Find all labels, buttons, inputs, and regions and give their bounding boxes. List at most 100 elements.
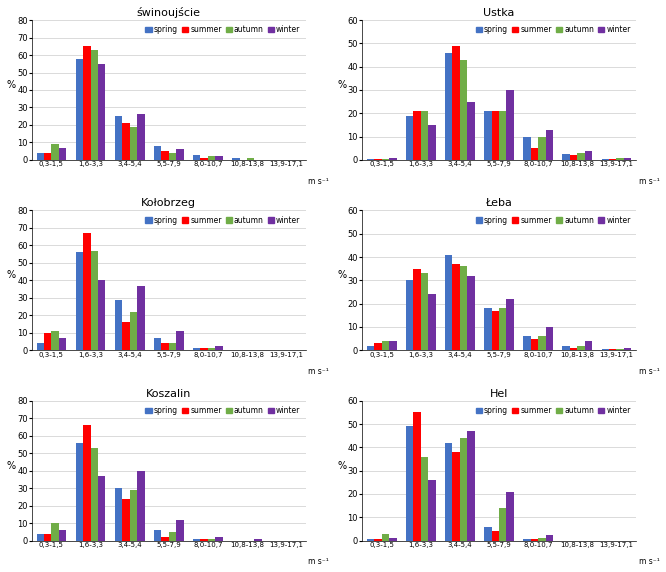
Bar (200, 348, 208, 350)
Text: m s⁻¹: m s⁻¹ (639, 177, 659, 185)
Bar (617, 349, 624, 350)
Text: m s⁻¹: m s⁻¹ (308, 367, 329, 376)
Bar (123, 499, 130, 541)
Bar (176, 519, 184, 541)
Title: Ustka: Ustka (484, 8, 515, 18)
Bar (523, 539, 531, 541)
Bar (624, 157, 631, 160)
Bar (538, 336, 545, 350)
Bar (232, 158, 240, 160)
Bar (585, 341, 592, 350)
Bar (59, 338, 67, 350)
Bar (617, 157, 624, 160)
Legend: spring, summer, autumn, winter: spring, summer, autumn, winter (474, 404, 632, 416)
Bar (468, 276, 475, 350)
Bar (137, 285, 145, 350)
Legend: spring, summer, autumn, winter: spring, summer, autumn, winter (474, 24, 632, 36)
Bar (484, 111, 492, 160)
Bar (562, 154, 570, 160)
Bar (531, 339, 538, 350)
Bar (499, 508, 506, 541)
Bar (193, 154, 200, 160)
Bar (367, 158, 374, 160)
Bar (406, 426, 414, 541)
Bar (115, 116, 123, 160)
Bar (428, 294, 436, 350)
Bar (161, 537, 168, 541)
Bar (123, 123, 130, 160)
Bar (570, 348, 577, 350)
Bar (193, 539, 200, 541)
Bar (161, 343, 168, 350)
Bar (389, 341, 396, 350)
Bar (208, 156, 215, 160)
Bar (215, 537, 223, 541)
Bar (523, 336, 531, 350)
Bar (168, 153, 176, 160)
Bar (492, 311, 499, 350)
Text: m s⁻¹: m s⁻¹ (639, 367, 659, 376)
Bar (531, 148, 538, 160)
Bar (200, 158, 208, 160)
Bar (37, 343, 44, 350)
Bar (421, 111, 428, 160)
Bar (421, 456, 428, 541)
Bar (91, 50, 98, 160)
Bar (154, 146, 161, 160)
Bar (609, 158, 617, 160)
Bar (445, 443, 452, 541)
Title: świnoujście: świnoujście (137, 7, 200, 18)
Y-axis label: %: % (337, 80, 346, 90)
Bar (382, 341, 389, 350)
Bar (161, 151, 168, 160)
Bar (545, 327, 553, 350)
Text: m s⁻¹: m s⁻¹ (308, 557, 329, 566)
Bar (215, 346, 223, 350)
Bar (414, 111, 421, 160)
Bar (83, 233, 91, 350)
Bar (492, 111, 499, 160)
Bar (208, 348, 215, 350)
Bar (389, 157, 396, 160)
Legend: spring, summer, autumn, winter: spring, summer, autumn, winter (144, 214, 302, 227)
Bar (168, 343, 176, 350)
Bar (51, 331, 59, 350)
Bar (123, 322, 130, 350)
Bar (130, 312, 137, 350)
Bar (452, 46, 460, 160)
Bar (460, 59, 468, 160)
Y-axis label: %: % (7, 80, 16, 90)
Bar (91, 251, 98, 350)
Bar (601, 158, 609, 160)
Bar (115, 300, 123, 350)
Bar (130, 490, 137, 541)
Bar (137, 471, 145, 541)
Bar (492, 531, 499, 541)
Bar (389, 538, 396, 541)
Bar (44, 534, 51, 541)
Bar (445, 255, 452, 350)
Bar (468, 102, 475, 160)
Bar (506, 299, 514, 350)
Bar (91, 448, 98, 541)
Bar (130, 126, 137, 160)
Bar (247, 158, 254, 160)
Bar (193, 348, 200, 350)
Bar (44, 333, 51, 350)
Bar (452, 264, 460, 350)
Bar (98, 280, 105, 350)
Bar (76, 443, 83, 541)
Bar (428, 125, 436, 160)
Bar (115, 488, 123, 541)
Y-axis label: %: % (7, 460, 16, 471)
Bar (484, 308, 492, 350)
Bar (98, 476, 105, 541)
Bar (200, 539, 208, 541)
Bar (545, 130, 553, 160)
Bar (374, 158, 382, 160)
Bar (577, 345, 585, 350)
Title: Kołobrzeg: Kołobrzeg (141, 198, 196, 208)
Bar (76, 252, 83, 350)
Bar (523, 137, 531, 160)
Bar (374, 539, 382, 541)
